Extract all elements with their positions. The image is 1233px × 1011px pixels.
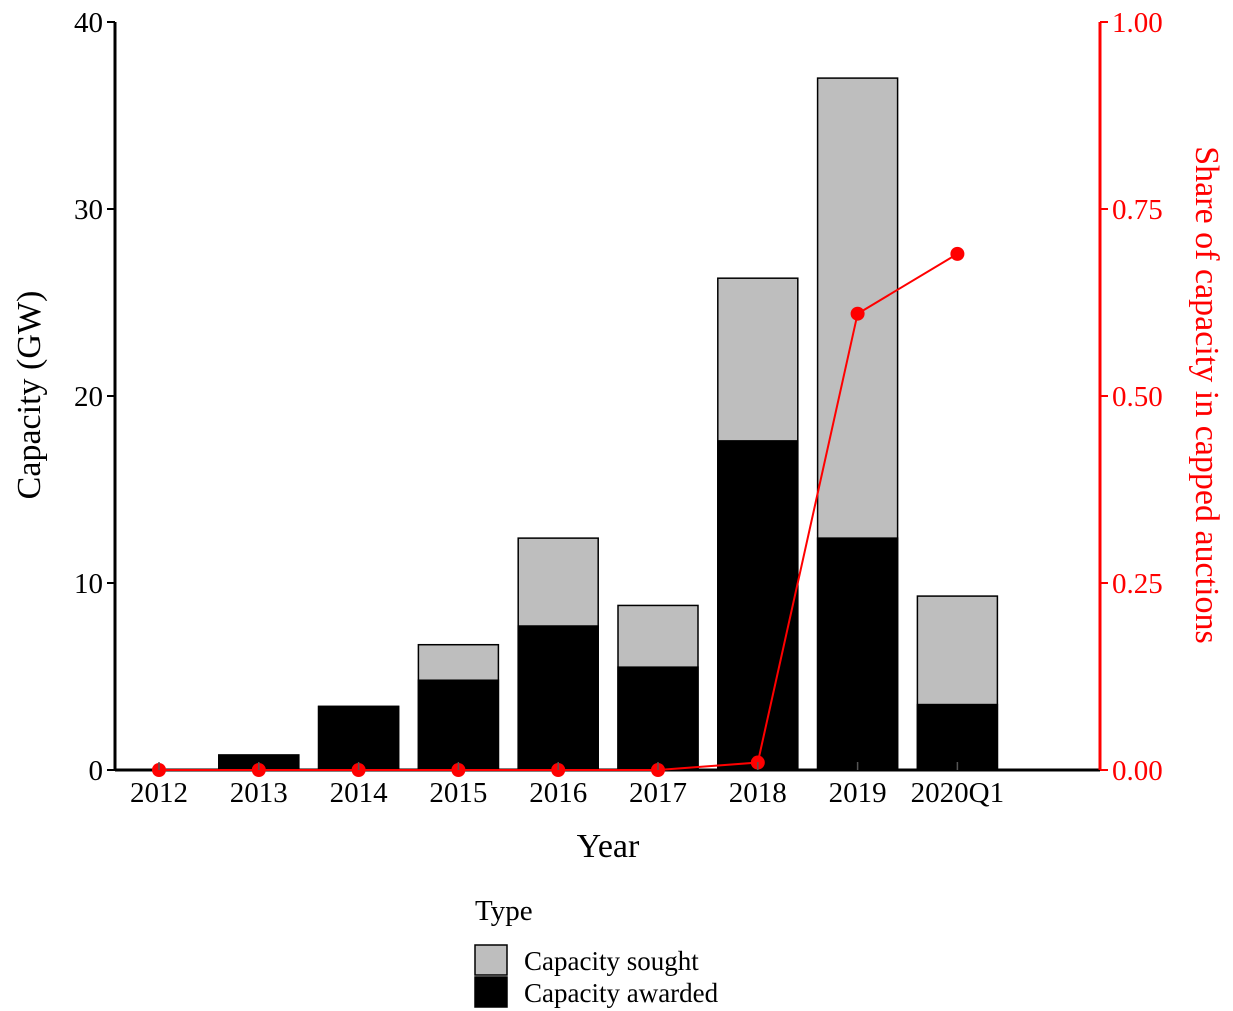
y2-axis-title: Share of capacity in capped auctions xyxy=(1188,146,1225,644)
share-point-2020q1 xyxy=(950,246,965,261)
x-tick-label: 2012 xyxy=(130,777,188,809)
x-axis-title: Year xyxy=(577,828,640,865)
y2-tick-label: 0.75 xyxy=(1112,194,1163,226)
share-point-2019 xyxy=(850,306,865,321)
y2-tick-label: 0.00 xyxy=(1112,755,1163,787)
x-tick-label: 2013 xyxy=(230,777,288,809)
legend-swatch-sought xyxy=(474,944,508,976)
y-axis-title: Capacity (GW) xyxy=(11,291,48,500)
x-tick-label: 2018 xyxy=(729,777,787,809)
y-tick-label: 30 xyxy=(74,194,103,226)
x-tick-label: 2015 xyxy=(429,777,487,809)
legend-label-sought: Capacity sought xyxy=(524,946,699,976)
y2-tick-label: 0.50 xyxy=(1112,381,1163,413)
bar-awarded-2016 xyxy=(517,625,599,771)
tick-layer: 0 10 20 30 40 0.00 0.25 0.50 0.75 1.00 2012 2013 201… xyxy=(74,7,1163,809)
bar-awarded-2018 xyxy=(717,440,799,771)
legend: Type Capacity sought Capacity awarded xyxy=(474,895,719,1008)
x-tick-label: 2019 xyxy=(829,777,887,809)
y-tick-label: 10 xyxy=(74,568,103,600)
legend-label-awarded: Capacity awarded xyxy=(524,978,719,1008)
y-tick-label: 0 xyxy=(89,755,104,787)
x-tick-label: 2014 xyxy=(330,777,389,809)
y-tick-label: 40 xyxy=(74,7,103,39)
y-tick-label: 20 xyxy=(74,381,103,413)
bar-awarded-2014 xyxy=(317,705,400,771)
bar-awarded-2020q1 xyxy=(916,703,999,771)
bar-awarded-2019 xyxy=(816,537,899,771)
y2-tick-label: 0.25 xyxy=(1112,568,1163,600)
y2-tick-label: 1.00 xyxy=(1112,7,1163,39)
x-tick-label: 2016 xyxy=(529,777,587,809)
legend-swatch-awarded xyxy=(474,976,508,1008)
x-tick-label: 2020Q1 xyxy=(911,777,1004,809)
x-tick-label: 2017 xyxy=(629,777,687,809)
bar-layer xyxy=(218,77,999,771)
bar-awarded-2017 xyxy=(617,666,699,771)
legend-title: Type xyxy=(475,895,533,927)
bar-awarded-2015 xyxy=(417,679,500,771)
